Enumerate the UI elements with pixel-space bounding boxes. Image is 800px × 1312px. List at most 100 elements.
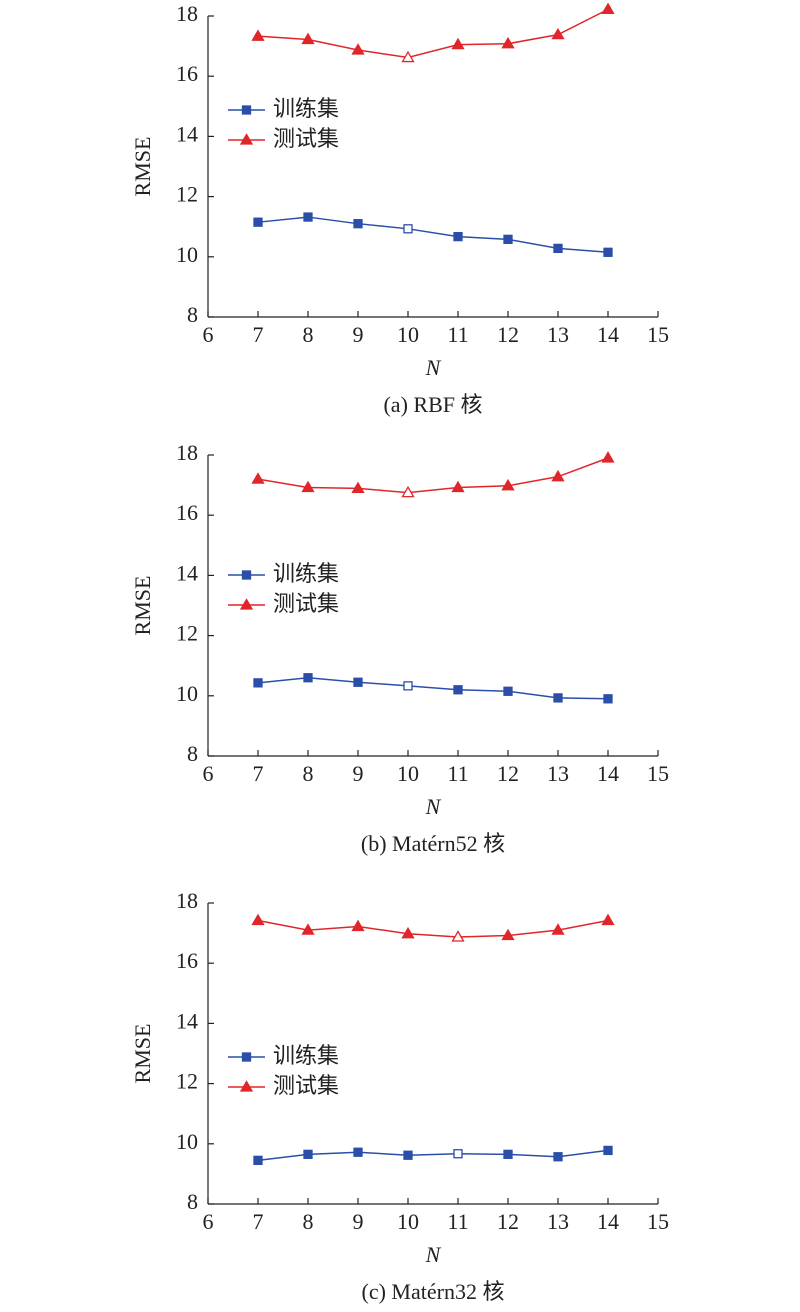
marker <box>301 32 315 45</box>
y-tick-label: 16 <box>176 948 198 973</box>
legend-label: 训练集 <box>273 562 339 587</box>
series-line <box>257 1149 609 1162</box>
x-tick-label: 14 <box>597 322 619 347</box>
y-tick-label: 16 <box>176 500 198 525</box>
x-tick-label: 10 <box>397 322 419 347</box>
y-tick-label: 18 <box>176 1 198 26</box>
marker <box>603 1145 613 1156</box>
marker <box>303 673 313 683</box>
x-tick-label: 13 <box>547 761 569 786</box>
y-tick-label: 18 <box>176 888 198 913</box>
marker <box>301 480 315 493</box>
marker <box>603 247 613 257</box>
x-tick-label: 12 <box>497 761 519 786</box>
marker <box>551 923 565 935</box>
marker <box>551 27 565 40</box>
chart-title: (a) RBF 核 <box>383 392 482 417</box>
x-tick-label: 6 <box>203 322 214 347</box>
x-tick-label: 15 <box>647 761 669 786</box>
marker <box>553 693 563 703</box>
marker <box>253 678 263 688</box>
marker <box>251 472 265 484</box>
marker <box>403 681 413 691</box>
legend-label: 训练集 <box>273 97 339 122</box>
x-tick-label: 15 <box>647 322 669 347</box>
marker <box>601 2 615 15</box>
x-tick-label: 12 <box>497 322 519 347</box>
y-tick-label: 8 <box>187 741 198 766</box>
series-line <box>257 8 609 59</box>
marker <box>239 1080 254 1092</box>
x-tick-label: 12 <box>497 1209 519 1234</box>
marker <box>351 43 365 55</box>
marker <box>241 1052 252 1062</box>
marker <box>351 919 365 932</box>
x-tick-label: 8 <box>303 1209 314 1234</box>
x-tick-label: 13 <box>547 322 569 347</box>
marker <box>453 1149 463 1159</box>
marker <box>239 598 254 610</box>
marker <box>403 224 413 234</box>
marker <box>553 1152 563 1162</box>
marker <box>303 1149 313 1159</box>
y-axis-label: RMSE <box>130 576 155 636</box>
marker <box>401 926 415 939</box>
marker <box>451 930 465 942</box>
series-line <box>257 457 609 494</box>
x-tick-label: 7 <box>253 322 264 347</box>
x-tick-label: 8 <box>303 761 314 786</box>
y-tick-label: 16 <box>176 61 198 86</box>
y-tick-label: 12 <box>176 621 198 646</box>
marker <box>353 219 363 229</box>
marker <box>503 234 513 244</box>
y-tick-label: 18 <box>176 440 198 465</box>
x-tick-label: 14 <box>597 761 619 786</box>
y-tick-label: 8 <box>187 302 198 327</box>
marker <box>453 685 463 695</box>
series-line <box>257 216 609 254</box>
marker <box>551 469 565 482</box>
marker <box>501 928 515 941</box>
x-tick-label: 9 <box>353 1209 364 1234</box>
x-tick-label: 9 <box>353 761 364 786</box>
marker <box>239 133 254 145</box>
marker <box>401 50 415 63</box>
y-axis-label: RMSE <box>130 1024 155 1084</box>
legend-label: 测试集 <box>273 1074 339 1099</box>
x-tick-label: 14 <box>597 1209 619 1234</box>
marker <box>503 1149 513 1159</box>
chart-panel: 8 10 12 14 16 18 6 7 8 9 10 11 12 13 14 15 N RMSE (b) Maté… <box>130 440 669 856</box>
chart-title: (c) Matérn32 核 <box>362 1279 505 1304</box>
marker <box>603 694 613 704</box>
y-tick-label: 14 <box>176 121 198 146</box>
y-tick-label: 8 <box>187 1189 198 1214</box>
x-axis-label: N <box>425 355 442 380</box>
marker <box>303 212 313 222</box>
x-tick-label: 10 <box>397 1209 419 1234</box>
y-tick-label: 12 <box>176 182 198 207</box>
x-tick-label: 13 <box>547 1209 569 1234</box>
marker <box>251 913 265 926</box>
x-tick-label: 10 <box>397 761 419 786</box>
marker <box>353 677 363 687</box>
x-axis-label: N <box>425 794 442 819</box>
marker <box>253 1155 263 1166</box>
marker <box>403 1150 413 1160</box>
marker <box>351 481 365 494</box>
x-tick-label: 8 <box>303 322 314 347</box>
marker <box>601 451 615 463</box>
x-tick-label: 11 <box>447 1209 468 1234</box>
marker <box>451 37 465 50</box>
y-tick-label: 12 <box>176 1069 198 1094</box>
legend-label: 测试集 <box>273 127 339 152</box>
chart-panel: 8 10 12 14 16 18 6 7 8 9 10 11 12 13 14 15 N RMSE (c) Maté… <box>130 888 669 1304</box>
marker <box>251 29 265 41</box>
series-line <box>257 919 609 938</box>
y-tick-label: 14 <box>176 1008 198 1033</box>
y-tick-label: 14 <box>176 560 198 585</box>
marker <box>453 231 463 242</box>
series-line <box>257 676 609 700</box>
y-tick-label: 10 <box>176 1129 198 1154</box>
legend-label: 测试集 <box>273 592 339 617</box>
marker <box>241 105 252 115</box>
